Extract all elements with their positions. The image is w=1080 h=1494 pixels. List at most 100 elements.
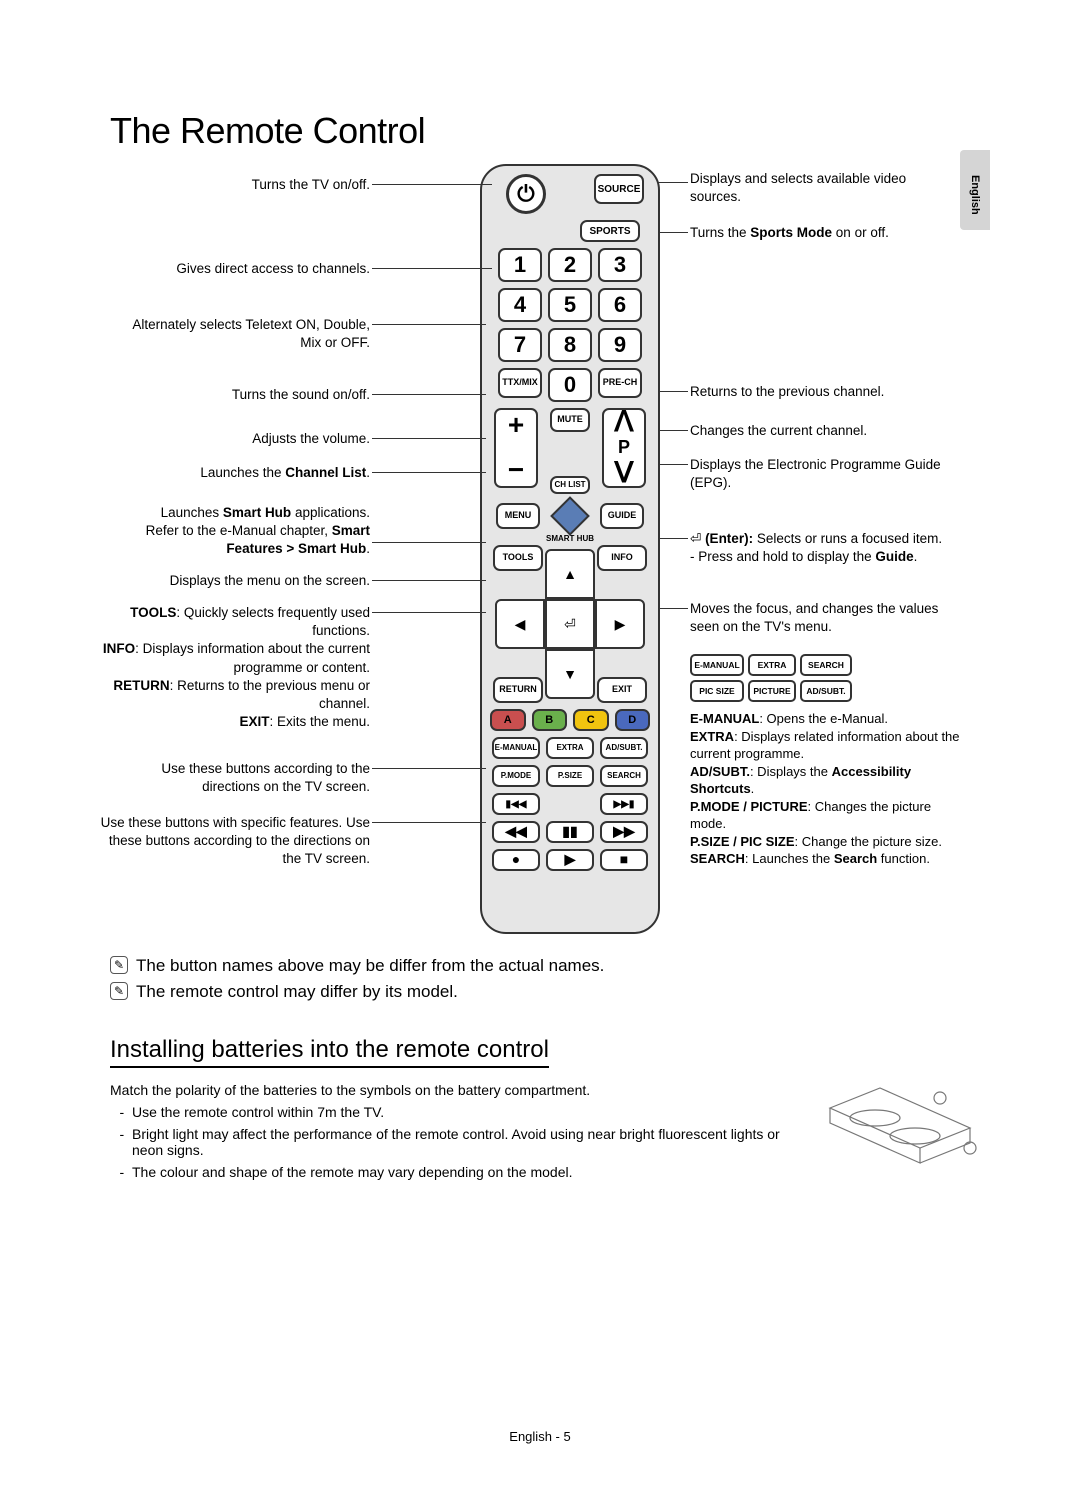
battery-b2: Bright light may affect the performance …: [132, 1126, 790, 1158]
callout-sports: Turns the Sports Mode on or off.: [690, 224, 960, 242]
color-c-button: C: [573, 709, 609, 731]
line-numbers: [372, 268, 492, 269]
line-color: [372, 768, 486, 769]
ttx-button: TTX/MIX: [498, 368, 542, 398]
chlist-button: CH LIST: [550, 476, 590, 494]
line-arrows: [658, 608, 688, 609]
source-button: SOURCE: [594, 174, 644, 204]
aux-extra: EXTRA: [748, 654, 796, 676]
num-1: 1: [498, 248, 542, 282]
color-a-button: A: [490, 709, 526, 731]
volume-button: + −: [494, 408, 538, 488]
callout-channel: Changes the current channel.: [690, 422, 960, 440]
callout-bottom-right: E-MANUAL: Opens the e-Manual. EXTRA: Dis…: [690, 710, 970, 868]
nav-down: ▼: [545, 649, 595, 699]
num-6: 6: [598, 288, 642, 322]
sports-button: SPORTS: [580, 220, 640, 242]
navpad: TOOLS INFO ▲ ▼ ◀ ▶ ⏎ RETURN EXIT: [495, 549, 645, 699]
tools-button: TOOLS: [493, 545, 543, 571]
mute-button: MUTE: [550, 408, 590, 432]
battery-b1: Use the remote control within 7m the TV.: [132, 1104, 790, 1120]
menu-button: MENU: [496, 503, 540, 529]
return-button: RETURN: [493, 677, 543, 703]
callout-smarthub: Launches Smart Hub applications. Refer t…: [100, 504, 370, 559]
aux-picsize: PIC SIZE: [690, 680, 744, 702]
callout-power: Turns the TV on/off.: [110, 176, 370, 194]
line-sports: [658, 232, 688, 233]
media-play: ▶: [546, 849, 594, 871]
num-2: 2: [548, 248, 592, 282]
note-icon: ✎: [110, 956, 128, 974]
line-group: [372, 612, 486, 613]
ch-up-icon: ᐱ: [614, 407, 633, 438]
remote-diagram: ⏻ SOURCE SPORTS 1 2 3 4 5 6 7 8 9 TTX/MI…: [110, 164, 970, 944]
line-menu: [372, 580, 486, 581]
line-guide: [658, 464, 688, 465]
battery-b3: The colour and shape of the remote may v…: [132, 1164, 790, 1180]
aux-picture: PICTURE: [748, 680, 796, 702]
battery-text: Match the polarity of the batteries to t…: [110, 1078, 790, 1186]
num-9: 9: [598, 328, 642, 362]
media-stop: ■: [600, 849, 648, 871]
media-ff: ▶▶: [600, 821, 648, 843]
num-3: 3: [598, 248, 642, 282]
media-prev: ▮◀◀: [492, 793, 540, 815]
note-icon: ✎: [110, 982, 128, 1000]
line-chlist: [372, 472, 486, 473]
nav-up: ▲: [545, 549, 595, 599]
note-1: The button names above may be differ fro…: [136, 956, 604, 976]
aux-search: SEARCH: [800, 654, 852, 676]
line-enter: [658, 538, 688, 539]
callout-source: Displays and selects available video sou…: [690, 170, 960, 206]
callout-group: TOOLS: Quickly selects frequently used f…: [100, 604, 370, 732]
media-next: ▶▶▮: [600, 793, 648, 815]
vol-plus-icon: +: [508, 410, 524, 441]
battery-heading: Installing batteries into the remote con…: [110, 1036, 549, 1068]
media-rew: ◀◀: [492, 821, 540, 843]
ch-down-icon: ᐯ: [614, 458, 633, 489]
exit-button: EXIT: [597, 677, 647, 703]
color-b-button: B: [532, 709, 568, 731]
num-7: 7: [498, 328, 542, 362]
callout-numbers: Gives direct access to channels.: [110, 260, 370, 278]
vol-minus-icon: −: [508, 455, 524, 486]
smarthub-button: [550, 496, 590, 536]
callout-menu: Displays the menu on the screen.: [110, 572, 370, 590]
num-8: 8: [548, 328, 592, 362]
remote-body: ⏻ SOURCE SPORTS 1 2 3 4 5 6 7 8 9 TTX/MI…: [480, 164, 660, 934]
notes-section: ✎ The button names above may be differ f…: [110, 956, 980, 1002]
ch-p-label: P: [618, 438, 630, 458]
callout-volume: Adjusts the volume.: [110, 430, 370, 448]
line-volume: [372, 438, 486, 439]
callout-ttx: Alternately selects Teletext ON, Double,…: [110, 316, 370, 352]
aux-emanual: E-MANUAL: [690, 654, 744, 676]
color-d-button: D: [615, 709, 651, 731]
nav-left: ◀: [495, 599, 545, 649]
line-channel: [658, 430, 688, 431]
adsubt-button: AD/SUBT.: [600, 737, 648, 759]
line-power: [372, 184, 492, 185]
battery-illustration: [820, 1078, 980, 1178]
psize-button: P.SIZE: [546, 765, 594, 787]
media-rec: ●: [492, 849, 540, 871]
pmode-button: P.MODE: [492, 765, 540, 787]
info-button: INFO: [597, 545, 647, 571]
channel-button: ᐱ P ᐯ: [602, 408, 646, 488]
line-smarthub: [372, 542, 486, 543]
battery-intro: Match the polarity of the batteries to t…: [110, 1082, 790, 1098]
line-ttx: [372, 324, 486, 325]
power-button: ⏻: [506, 174, 546, 214]
callout-mute: Turns the sound on/off.: [110, 386, 370, 404]
callout-color: Use these buttons according to the direc…: [110, 760, 370, 796]
aux-adsubt: AD/SUBT.: [800, 680, 852, 702]
callout-guide: Displays the Electronic Programme Guide …: [690, 456, 960, 492]
num-5: 5: [548, 288, 592, 322]
nav-enter: ⏎: [545, 599, 595, 649]
search-button: SEARCH: [600, 765, 648, 787]
callout-specific: Use these buttons with specific features…: [90, 814, 370, 869]
line-specific: [372, 822, 486, 823]
extra-button: EXTRA: [546, 737, 594, 759]
emanual-button: E-MANUAL: [492, 737, 540, 759]
media-pause: ▮▮: [546, 821, 594, 843]
line-source: [658, 182, 688, 183]
